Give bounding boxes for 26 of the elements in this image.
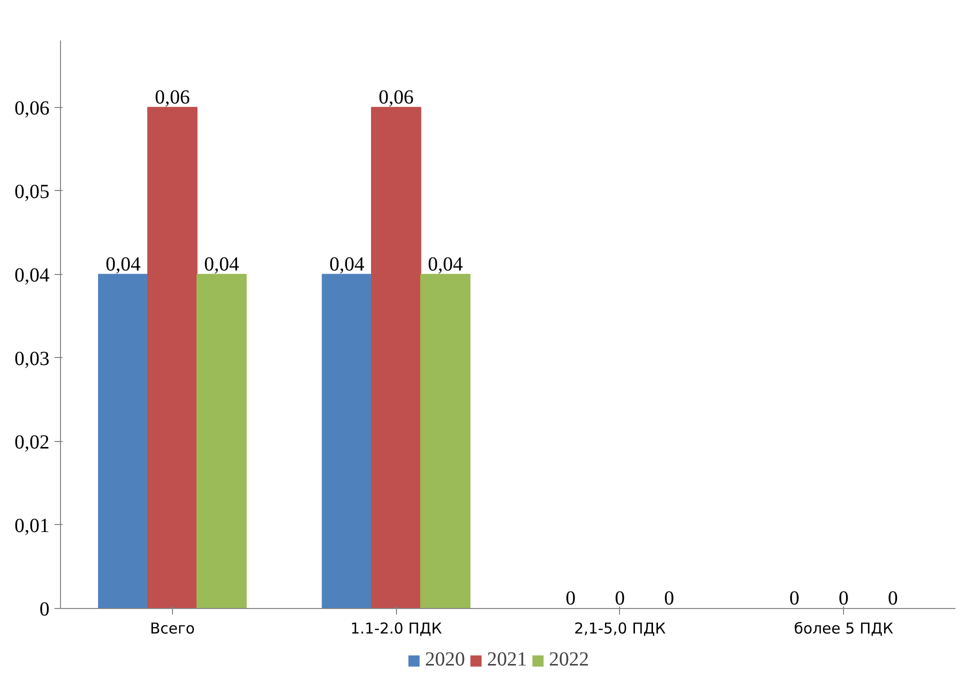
data-label: 0 [838,588,849,610]
y-tick-label: 0,05 [14,180,50,203]
data-label: 0,04 [428,253,463,276]
data-label: 0,04 [329,253,364,276]
data-label: 0 [614,588,625,610]
legend-label: 2022 [549,648,589,672]
y-tick-label: 0,03 [14,348,50,370]
y-tick-label: 0,06 [14,97,50,120]
x-tick-label: 2,1-5,0 ПДК [574,620,666,638]
x-tick-label: Всего [150,620,195,638]
y-tick-label: 0 [40,598,50,620]
legend-label: 2020 [425,648,465,672]
data-label: 0 [888,588,898,610]
data-label: 0,04 [204,253,240,276]
data-label: 0 [664,588,674,610]
data-label: 0 [789,588,800,610]
data-label: 0,06 [154,86,190,108]
legend-label: 2021 [487,648,527,672]
data-label: 0,04 [106,253,141,276]
y-tick-label: 0,01 [14,514,50,537]
data-label: 0,06 [378,86,414,108]
data-label: 0 [566,588,576,610]
x-tick-label: более 5 ПДК [794,620,894,638]
x-tick-label: 1.1-2.0 ПДК [350,620,442,638]
y-tick-label: 0,02 [14,431,50,454]
y-tick-label: 0,04 [14,264,50,286]
